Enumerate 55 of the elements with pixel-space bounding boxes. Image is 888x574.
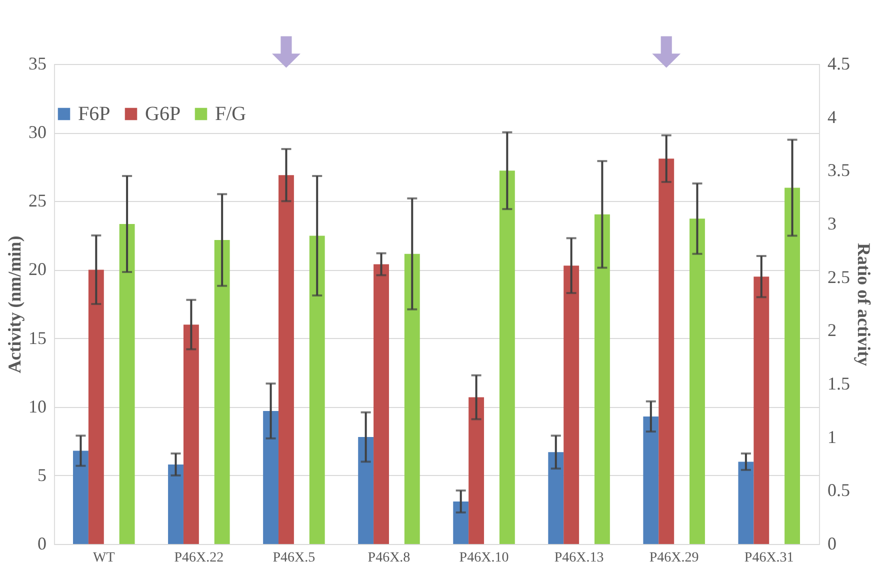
- bar: [690, 218, 705, 544]
- bar: [73, 450, 88, 544]
- legend-label: F/G: [215, 103, 246, 125]
- bar: [119, 224, 135, 544]
- y-axis-title: Activity (nm/min): [4, 236, 24, 374]
- bar: [754, 276, 770, 544]
- y2-tick-label: 4.5: [828, 54, 850, 74]
- bar: [499, 170, 515, 544]
- bar: [374, 264, 389, 544]
- y2-tick-label: 2.5: [828, 266, 850, 287]
- y2-tick-label: 0: [828, 534, 836, 554]
- y-tick-label: 20: [28, 259, 46, 280]
- x-tick-label: P46X.10: [459, 550, 509, 566]
- x-tick-label: P46X.29: [649, 550, 699, 566]
- y2-tick-label: 1.5: [828, 374, 850, 394]
- y2-tick-label: 3.5: [828, 160, 850, 180]
- bar: [564, 266, 580, 544]
- x-tick-label: P46X.5: [272, 550, 316, 566]
- y2-axis-title: Ratio of activity: [854, 243, 874, 366]
- bar: [358, 437, 374, 544]
- y2-tick-label: 1: [828, 426, 836, 447]
- bar: [214, 240, 230, 544]
- y2-tick-label: 4: [828, 106, 836, 127]
- bar: [738, 462, 754, 544]
- legend-label: F6P: [78, 103, 110, 125]
- x-tick-label: P46X.13: [554, 550, 604, 566]
- bar: [658, 158, 674, 544]
- y2-tick-label: 0.5: [828, 480, 850, 500]
- y-tick-label: 35: [28, 54, 46, 74]
- y-tick-label: 25: [28, 190, 46, 211]
- y2-tick-label: 2: [828, 320, 836, 340]
- y-tick-label: 10: [28, 396, 46, 416]
- bar: [278, 175, 294, 544]
- bar: [784, 188, 800, 544]
- y-tick-label: 5: [38, 464, 46, 485]
- bar: [594, 214, 610, 544]
- bar: [183, 324, 199, 544]
- bar: [168, 464, 184, 544]
- x-tick-label: P46X.8: [368, 550, 410, 566]
- x-tick-label: WT: [93, 550, 116, 566]
- bar: [548, 452, 564, 544]
- bar: [468, 397, 484, 544]
- bar: [309, 236, 325, 544]
- bar: [453, 501, 469, 544]
- y-tick-label: 15: [28, 328, 46, 348]
- y-tick-label: 30: [28, 122, 46, 142]
- y2-tick-label: 3: [828, 214, 836, 234]
- y-tick-label: 0: [38, 534, 46, 554]
- x-tick-label: P46X.31: [744, 550, 794, 566]
- x-tick-label: P46X.22: [174, 550, 224, 566]
- legend-label: G6P: [145, 103, 181, 125]
- bar: [263, 410, 279, 544]
- bar: [404, 254, 420, 544]
- bar: [643, 416, 659, 544]
- bar: [88, 270, 104, 544]
